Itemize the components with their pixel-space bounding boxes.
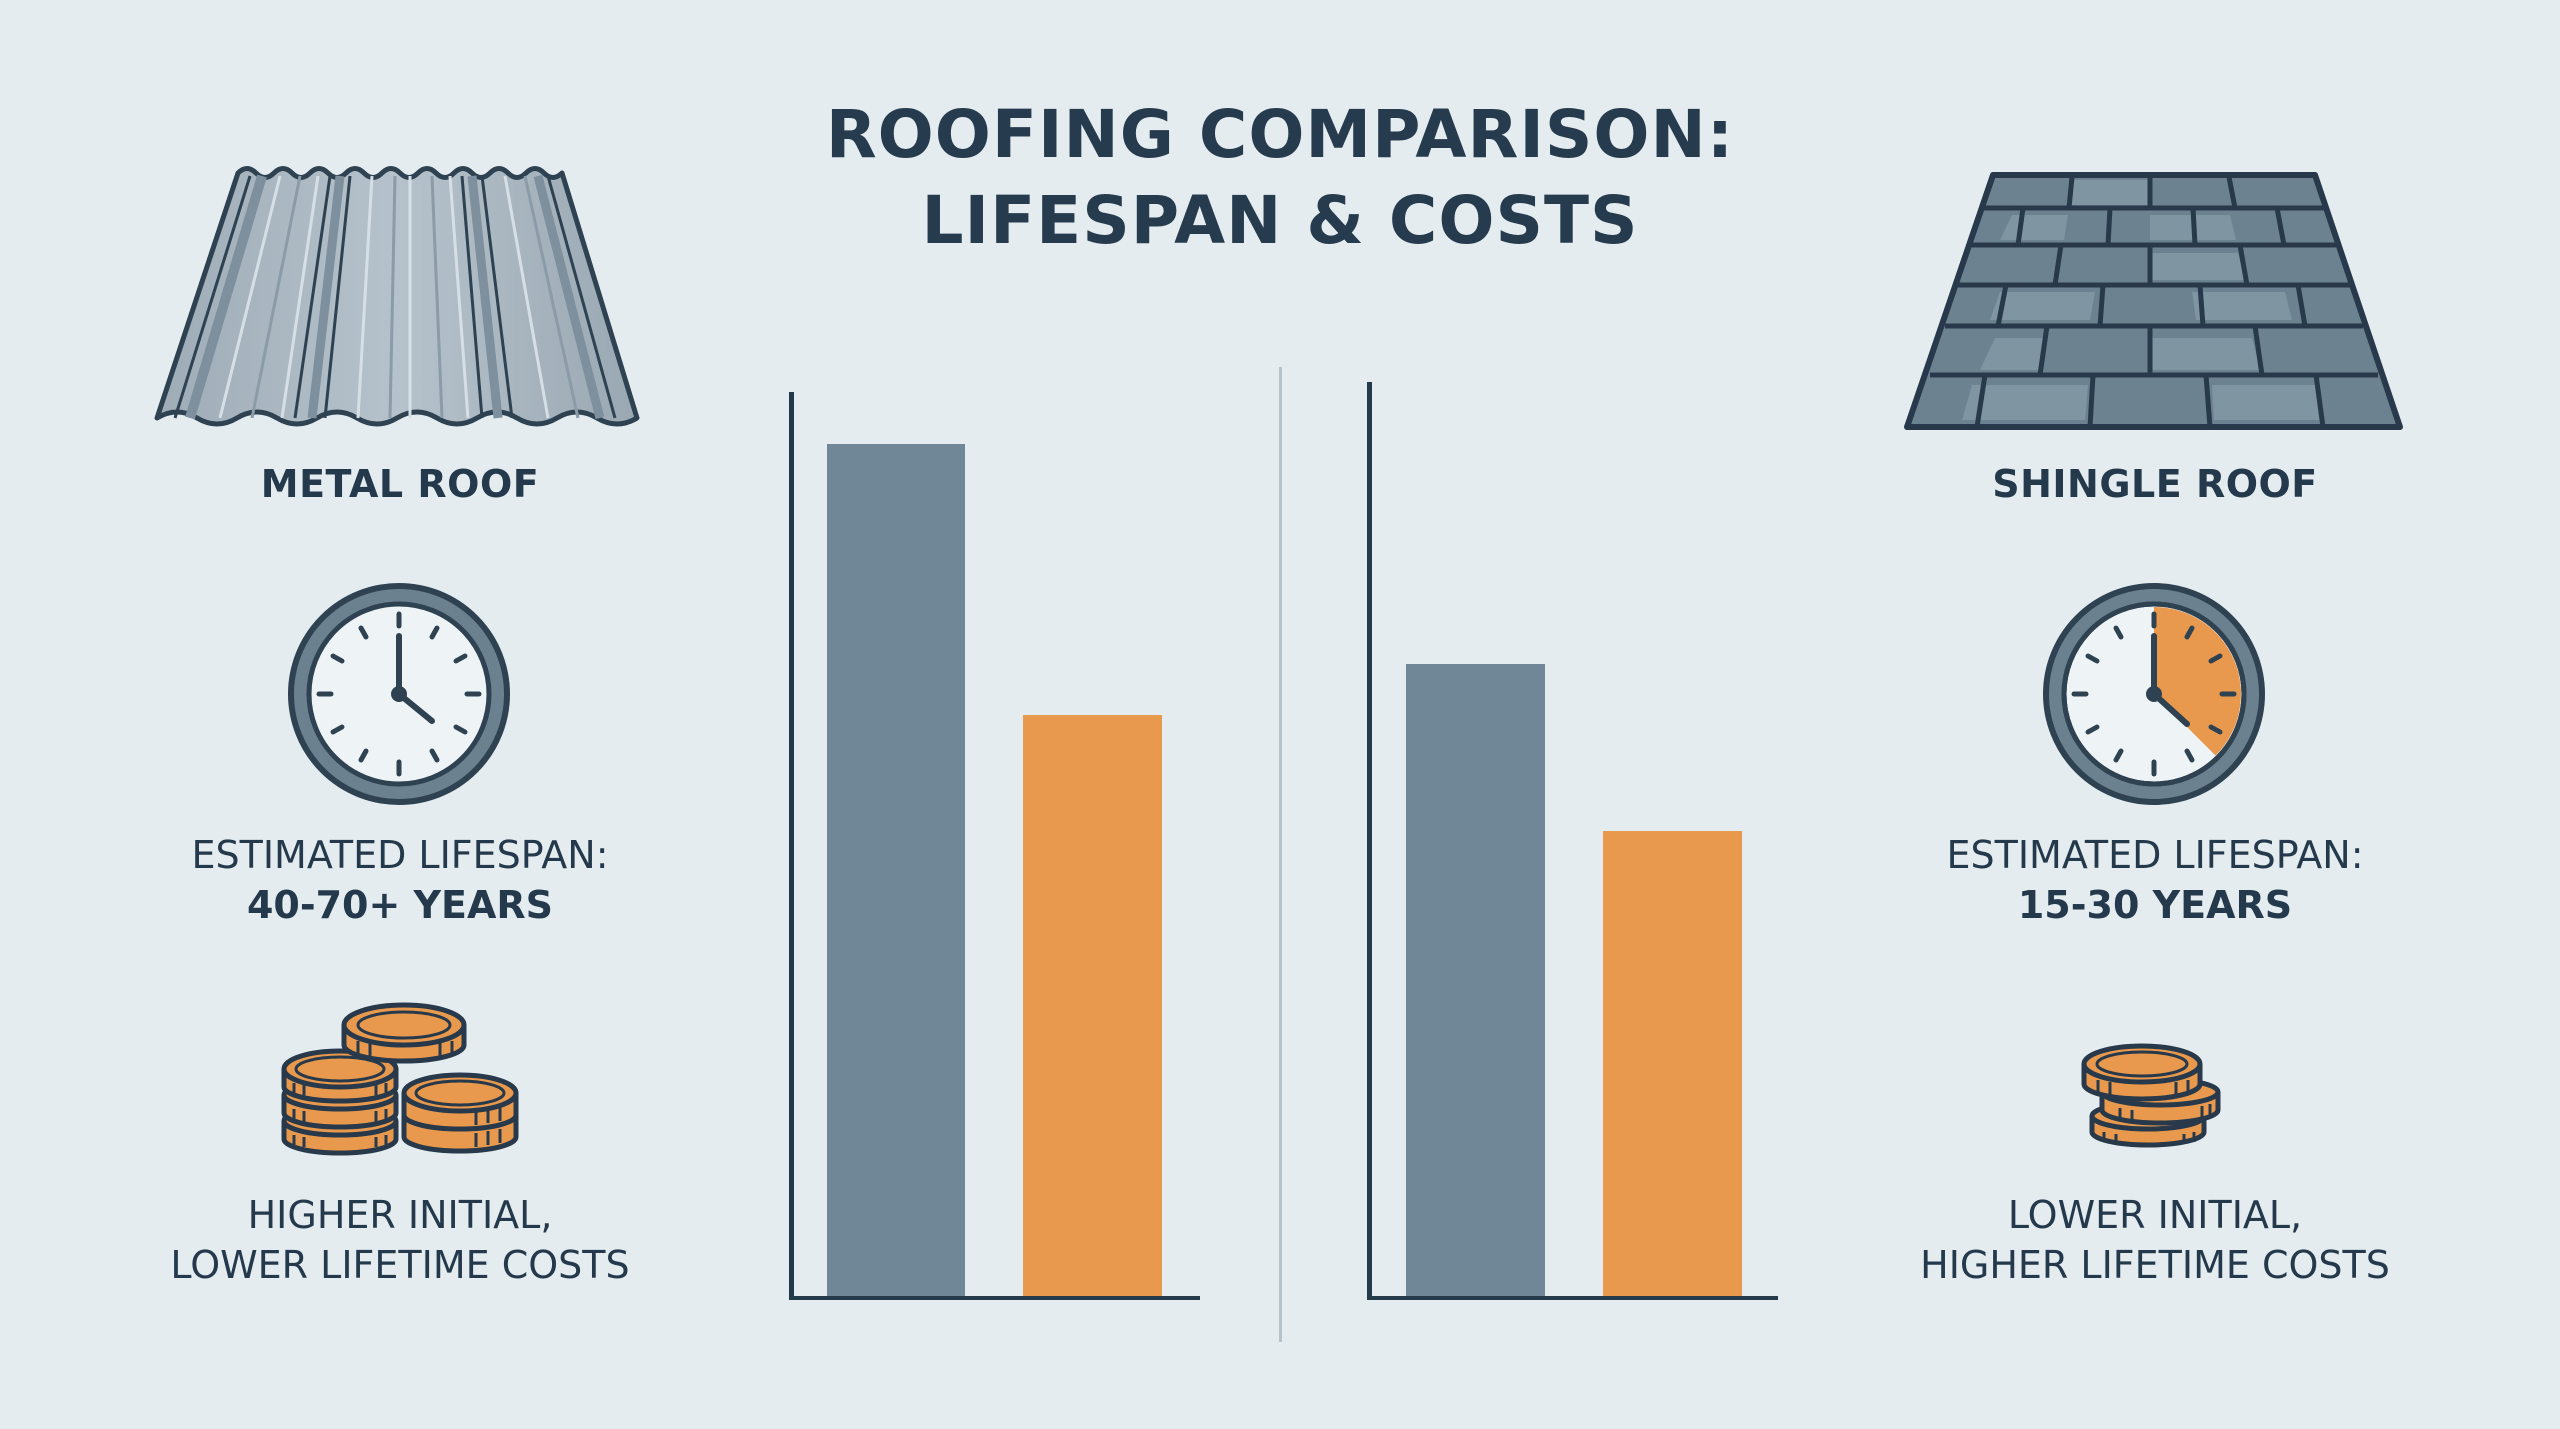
metal-lifespan-label: ESTIMATED LIFESPAN: xyxy=(191,833,609,877)
shingle-roof-label: SHINGLE ROOF xyxy=(1992,462,2318,506)
shingle-lifespan: ESTIMATED LIFESPAN: 15-30 YEARS xyxy=(1835,830,2475,930)
page-title: ROOFING COMPARISON: LIFESPAN & COSTS xyxy=(0,92,2560,264)
shingle-lifespan-value: 15-30 YEARS xyxy=(2017,883,2293,927)
shingle-cost-line-1: LOWER INITIAL, xyxy=(2007,1193,2303,1237)
shingle-cost-bar xyxy=(1603,831,1742,1296)
metal-lifespan: ESTIMATED LIFESPAN: 40-70+ YEARS xyxy=(80,830,720,930)
clock-icon xyxy=(288,583,510,805)
metal-chart-x-axis xyxy=(789,1296,1200,1300)
center-divider xyxy=(1279,367,1282,1342)
metal-chart-y-axis xyxy=(789,392,794,1299)
metal-cost-line-1: HIGHER INITIAL, xyxy=(247,1193,553,1237)
title-line-1: ROOFING COMPARISON: xyxy=(825,96,1735,173)
clock-partial-icon xyxy=(2043,583,2265,805)
metal-cost-line-2: LOWER LIFETIME COSTS xyxy=(170,1243,630,1287)
title-line-2: LIFESPAN & COSTS xyxy=(921,182,1639,259)
shingle-lifespan-bar xyxy=(1406,664,1545,1296)
shingle-chart-y-axis xyxy=(1367,382,1372,1299)
metal-cost-bar xyxy=(1023,715,1162,1296)
metal-cost-summary: HIGHER INITIAL, LOWER LIFETIME COSTS xyxy=(80,1190,720,1290)
shingle-lifespan-label: ESTIMATED LIFESPAN: xyxy=(1946,833,2364,877)
coin-stack-icon xyxy=(2081,1043,2221,1148)
coin-stacks-icon xyxy=(281,1002,519,1156)
shingle-cost-line-2: HIGHER LIFETIME COSTS xyxy=(1920,1243,2390,1287)
metal-lifespan-bar xyxy=(827,444,965,1296)
shingle-chart-x-axis xyxy=(1367,1296,1778,1300)
metal-lifespan-value: 40-70+ YEARS xyxy=(246,883,554,927)
metal-roof-label: METAL ROOF xyxy=(260,462,540,506)
shingle-cost-summary: LOWER INITIAL, HIGHER LIFETIME COSTS xyxy=(1835,1190,2475,1290)
